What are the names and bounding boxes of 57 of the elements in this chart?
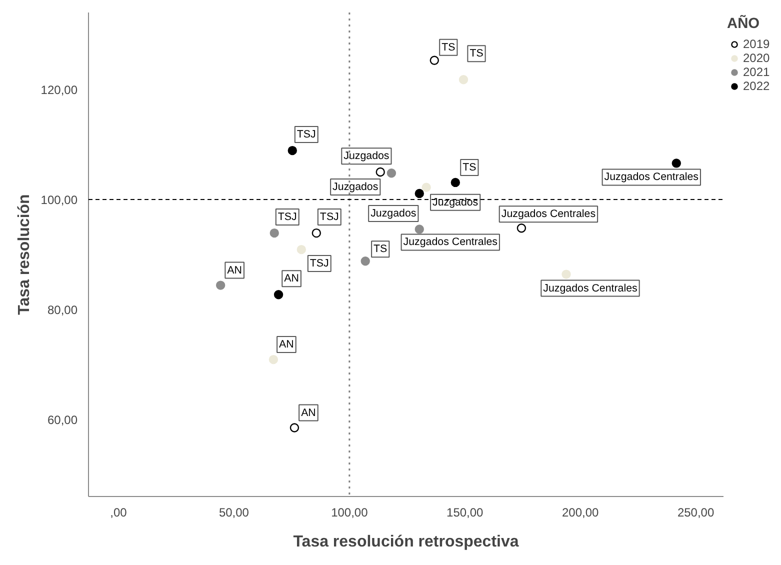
annotation: AN — [227, 264, 242, 276]
point — [216, 280, 226, 290]
annotation: Juzgados Centrales — [543, 282, 638, 294]
point — [414, 224, 424, 234]
annotation: TS — [374, 243, 388, 256]
point — [268, 354, 278, 364]
x-tick-label: 250,00 — [677, 506, 714, 520]
annotation: TSJ — [278, 211, 297, 224]
annotation: Juzgados — [344, 150, 390, 162]
legend-label: 2020 — [743, 51, 770, 65]
annotation: Juzgados Centrales — [403, 236, 498, 248]
legend-label: 2021 — [743, 65, 770, 79]
point — [422, 182, 431, 192]
x-tick-label: 150,00 — [446, 506, 484, 520]
point — [414, 188, 424, 198]
annotation: AN — [301, 406, 316, 419]
point — [360, 256, 370, 266]
point — [430, 56, 439, 65]
annotation: TSJ — [310, 258, 329, 270]
annotation: TS — [462, 161, 476, 174]
annotation: Juzgados Centrales — [604, 171, 698, 184]
point — [386, 168, 396, 178]
x-tick-label: 50,00 — [218, 506, 250, 520]
annotation: Juzgados Centrales — [501, 208, 596, 220]
y-tick-label: 100,00 — [40, 193, 78, 207]
point — [376, 167, 385, 177]
annotation: AN — [284, 272, 299, 285]
legend-title: AÑO — [727, 16, 761, 32]
point — [516, 224, 526, 233]
y-tick-label: 120,00 — [40, 83, 78, 97]
point — [274, 290, 284, 300]
point — [672, 158, 681, 168]
annotation: Juzgados — [432, 196, 478, 208]
point — [270, 228, 279, 238]
point — [312, 228, 322, 238]
annotation: TSJ — [320, 211, 339, 224]
annotation: TS — [442, 41, 456, 54]
point — [288, 146, 297, 156]
annotation: TSJ — [296, 128, 316, 141]
point — [450, 178, 460, 188]
point — [458, 75, 468, 84]
annotation: Juzgados — [370, 207, 416, 220]
point — [296, 244, 306, 254]
x-tick-label: ,00 — [110, 506, 128, 520]
annotation: AN — [279, 338, 294, 351]
x-tick-label: 200,00 — [562, 506, 600, 520]
annotation: TS — [470, 48, 484, 60]
legend-label: 2019 — [743, 37, 770, 51]
x-axis-title: Tasa resolución retrospectiva — [293, 534, 519, 550]
y-axis-title: Tasa resolución — [16, 194, 33, 315]
x-tick-label: 100,00 — [331, 506, 368, 520]
y-tick-label: 60,00 — [47, 413, 78, 427]
annotation: Juzgados — [332, 181, 378, 193]
point — [562, 270, 571, 279]
legend-label: 2022 — [743, 79, 770, 93]
point — [290, 423, 300, 432]
y-tick-label: 80,00 — [47, 303, 78, 317]
